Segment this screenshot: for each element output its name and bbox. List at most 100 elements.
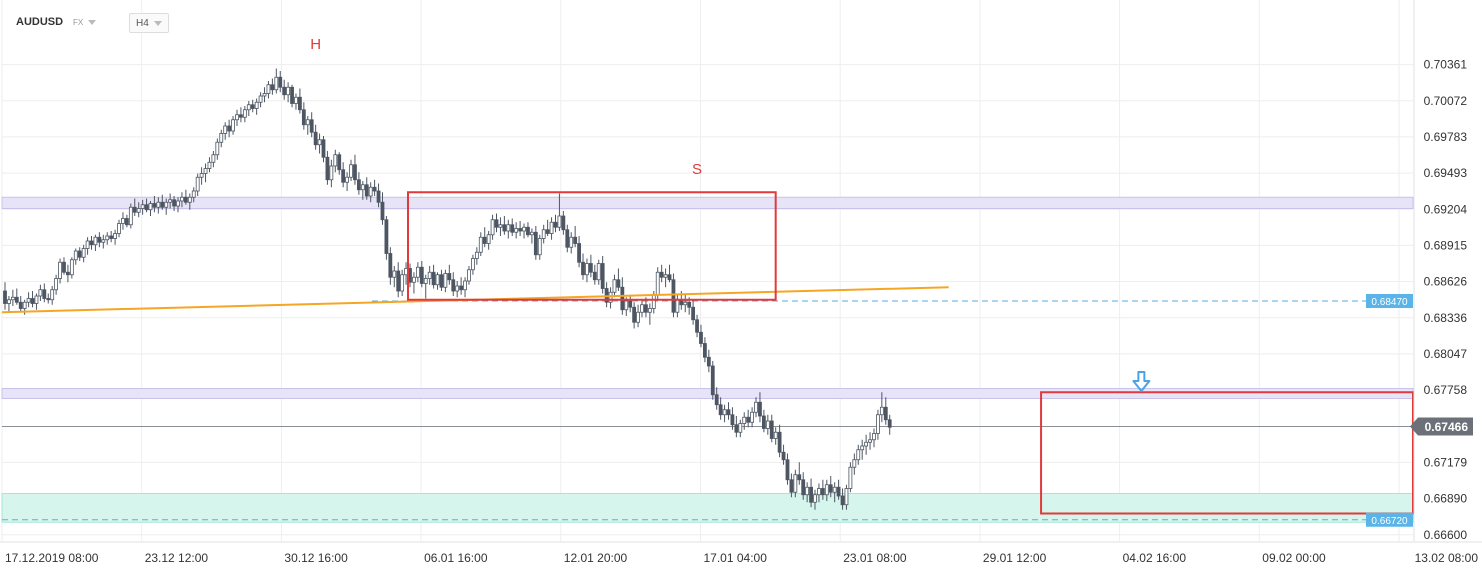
support-band bbox=[1, 493, 1414, 523]
candle-body bbox=[852, 459, 857, 468]
candle-body bbox=[93, 236, 98, 246]
candle-body bbox=[785, 459, 790, 481]
candle-body bbox=[164, 201, 169, 208]
candle-body bbox=[246, 104, 251, 111]
candle-body bbox=[372, 186, 377, 192]
candle-body bbox=[754, 401, 758, 413]
candle-body bbox=[152, 203, 157, 208]
candle-body bbox=[553, 221, 558, 228]
candle-body bbox=[879, 406, 884, 416]
candle-body bbox=[805, 486, 810, 496]
candle-body bbox=[435, 274, 440, 286]
candle-body bbox=[286, 86, 291, 96]
candle-body bbox=[341, 169, 346, 183]
candle-body bbox=[305, 119, 310, 126]
candle-body bbox=[561, 215, 566, 231]
timeframe-label: H4 bbox=[136, 17, 149, 29]
candle-body bbox=[325, 156, 330, 181]
candle-body bbox=[231, 119, 235, 132]
candle-body bbox=[294, 96, 298, 104]
candle-body bbox=[30, 298, 35, 304]
level-badge bbox=[1366, 294, 1413, 308]
candle-body bbox=[427, 271, 432, 279]
candle-body bbox=[117, 223, 121, 234]
candle-body bbox=[254, 101, 259, 109]
candle-body bbox=[608, 291, 613, 303]
candle-body bbox=[616, 279, 621, 288]
candle-body bbox=[423, 278, 428, 284]
symbol-label[interactable]: AUDUSD bbox=[16, 16, 64, 28]
candle-body bbox=[659, 271, 664, 278]
candle-body bbox=[128, 206, 133, 226]
candle-body bbox=[718, 404, 723, 416]
candle-body bbox=[813, 494, 817, 503]
candle-body bbox=[683, 301, 688, 306]
candle-body bbox=[136, 208, 141, 213]
candle-body bbox=[14, 296, 19, 303]
current-price-badge bbox=[1410, 417, 1473, 436]
candle-body bbox=[144, 204, 149, 211]
candle-body bbox=[498, 224, 503, 228]
candle-body bbox=[396, 270, 401, 292]
candle-body bbox=[868, 439, 872, 443]
candle-body bbox=[113, 233, 117, 239]
candle-body bbox=[844, 488, 849, 506]
candle-body bbox=[242, 109, 247, 118]
market-selector[interactable]: FX bbox=[73, 12, 97, 32]
candle-body bbox=[262, 93, 267, 97]
candle-body bbox=[266, 84, 271, 94]
candle-body bbox=[392, 270, 397, 278]
y-tick-label: 0.67758 bbox=[1424, 383, 1468, 397]
candle-body bbox=[148, 203, 153, 211]
candle-body bbox=[872, 433, 876, 441]
candle-body bbox=[34, 295, 39, 304]
candle-body bbox=[69, 259, 74, 276]
x-tick-label: 09.02 00:00 bbox=[1262, 551, 1326, 565]
candle-body bbox=[258, 95, 263, 103]
candle-body bbox=[211, 154, 216, 163]
candle-body bbox=[541, 229, 546, 239]
candle-body bbox=[54, 278, 59, 291]
candle-body bbox=[577, 243, 581, 263]
candle-body bbox=[191, 190, 196, 198]
candle-body bbox=[533, 231, 538, 256]
candle-body bbox=[451, 279, 456, 292]
y-tick-label: 0.70072 bbox=[1424, 94, 1468, 108]
candle-body bbox=[474, 251, 479, 259]
candle-body bbox=[675, 299, 680, 313]
candle-body bbox=[746, 416, 751, 423]
candle-body bbox=[187, 196, 192, 203]
level-badge bbox=[1366, 512, 1413, 527]
candle-body bbox=[337, 154, 342, 171]
candle-body bbox=[73, 250, 78, 261]
candle-body bbox=[380, 201, 385, 221]
candle-body bbox=[478, 236, 483, 253]
candle-body bbox=[132, 206, 137, 213]
candle-body bbox=[502, 224, 507, 232]
shoulder-box bbox=[407, 191, 777, 301]
candle-body bbox=[529, 231, 534, 236]
candle-body bbox=[514, 228, 519, 233]
y-tick-label: 0.68915 bbox=[1424, 238, 1468, 252]
candle-body bbox=[412, 276, 416, 283]
x-tick-label: 13.02 08:00 bbox=[1415, 551, 1479, 565]
y-tick-label: 0.69783 bbox=[1424, 130, 1468, 144]
candle-body bbox=[124, 218, 129, 226]
candle-body bbox=[765, 420, 770, 429]
timeframe-selector[interactable]: H4 bbox=[129, 13, 169, 33]
candle-body bbox=[655, 271, 660, 296]
candle-body bbox=[777, 431, 782, 453]
y-tick-label: 0.68336 bbox=[1424, 311, 1468, 325]
candle-body bbox=[537, 238, 542, 256]
candle-body bbox=[26, 298, 31, 303]
candle-body bbox=[557, 215, 562, 228]
candle-body bbox=[836, 486, 841, 497]
x-tick-label: 04.02 16:00 bbox=[1123, 551, 1187, 565]
y-tick-label: 0.67179 bbox=[1424, 455, 1468, 469]
candle-body bbox=[773, 431, 778, 439]
candle-body bbox=[282, 86, 287, 96]
x-tick-label: 06.01 16:00 bbox=[424, 551, 488, 565]
candle-body bbox=[644, 304, 648, 313]
candle-body bbox=[356, 179, 361, 191]
